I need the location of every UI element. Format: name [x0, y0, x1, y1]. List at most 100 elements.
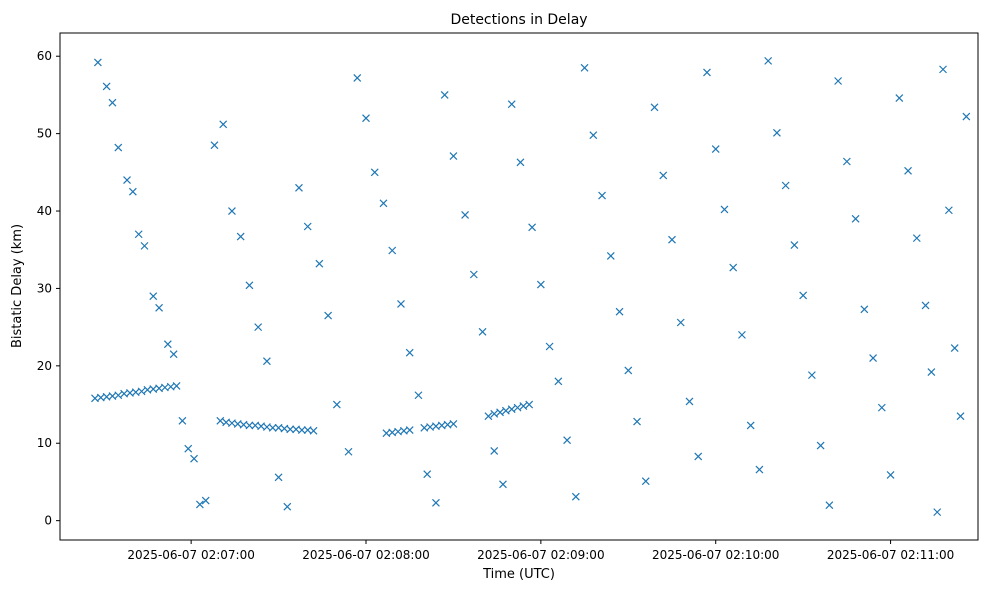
data-point [128, 187, 137, 196]
data-point [571, 492, 580, 501]
data-point [659, 171, 668, 180]
data-point [513, 403, 522, 412]
data-point [303, 222, 312, 231]
data-point [694, 452, 703, 461]
data-point [668, 235, 676, 244]
data-point [580, 63, 589, 72]
data-point [650, 103, 659, 112]
data-point [195, 500, 204, 509]
x-tick-label: 2025-06-07 02:07:00 [127, 548, 254, 562]
data-point [324, 311, 333, 320]
data-point [912, 234, 921, 243]
data-point [927, 368, 936, 376]
data-point [210, 141, 219, 150]
data-point [633, 417, 641, 426]
y-axis-label: Bistatic Delay (km) [10, 224, 25, 348]
data-point [501, 406, 510, 415]
y-tick-label: 20 [37, 359, 52, 373]
data-point [219, 120, 228, 129]
data-point [904, 166, 912, 175]
data-point [525, 400, 534, 409]
data-point [414, 391, 423, 400]
data-point [921, 301, 930, 310]
data-point [746, 421, 755, 430]
data-point [262, 357, 271, 366]
data-points [91, 56, 971, 517]
data-point [641, 477, 650, 486]
data-point [507, 405, 516, 414]
data-point [178, 416, 187, 425]
data-point [790, 241, 799, 250]
data-point [344, 447, 353, 456]
data-point [169, 350, 178, 359]
data-point [236, 232, 245, 241]
x-tick-label: 2025-06-07 02:10:00 [652, 548, 779, 562]
data-point [944, 206, 953, 215]
data-point [353, 73, 362, 82]
data-point [108, 98, 117, 107]
data-point [764, 56, 773, 65]
data-point [93, 58, 102, 67]
data-point [172, 382, 181, 390]
data-point [432, 498, 440, 507]
data-point [816, 441, 825, 450]
data-point [478, 327, 487, 336]
y-tick-label: 0 [44, 514, 52, 528]
data-point [950, 344, 959, 352]
data-point [545, 342, 554, 351]
data-point [297, 426, 306, 435]
data-point [134, 230, 143, 239]
data-point [102, 82, 111, 91]
data-point [484, 412, 493, 421]
data-point [405, 348, 414, 357]
data-point [268, 423, 277, 432]
data-point [286, 425, 295, 434]
data-point [201, 496, 210, 505]
data-point [184, 444, 193, 453]
data-point [332, 400, 341, 409]
data-point [163, 340, 172, 349]
data-point [956, 412, 965, 421]
data-point [860, 305, 869, 314]
y-tick-label: 50 [37, 127, 52, 141]
data-point [397, 299, 405, 308]
y-tick-label: 30 [37, 281, 52, 295]
data-point [554, 377, 563, 386]
data-point [496, 408, 504, 417]
data-point [516, 158, 525, 167]
data-point [362, 114, 370, 123]
data-point [685, 397, 694, 406]
data-point [519, 402, 528, 411]
data-point [781, 181, 790, 190]
data-point [598, 191, 606, 200]
data-point [114, 391, 123, 400]
data-point [606, 252, 615, 260]
x-tick-label: 2025-06-07 02:11:00 [827, 548, 954, 562]
data-point [114, 143, 123, 152]
data-point [423, 470, 432, 479]
x-tick-label: 2025-06-07 02:09:00 [477, 548, 604, 562]
data-point [405, 426, 414, 435]
data-point [738, 330, 746, 339]
data-point [137, 387, 146, 396]
data-point [772, 128, 781, 137]
data-point [933, 508, 942, 517]
data-point [563, 436, 572, 445]
data-point [825, 501, 834, 510]
chart-title: Detections in Delay [450, 12, 587, 28]
data-point [469, 270, 478, 279]
y-tick-label: 60 [37, 49, 52, 63]
data-point [886, 471, 895, 479]
data-point [895, 94, 904, 102]
data-point [703, 68, 711, 77]
data-point [295, 183, 303, 192]
data-point [245, 281, 254, 290]
data-point [216, 416, 225, 425]
data-point [939, 65, 947, 74]
data-point [140, 241, 149, 250]
y-tick-label: 10 [37, 436, 52, 450]
data-point [309, 426, 318, 435]
data-point [615, 307, 624, 316]
